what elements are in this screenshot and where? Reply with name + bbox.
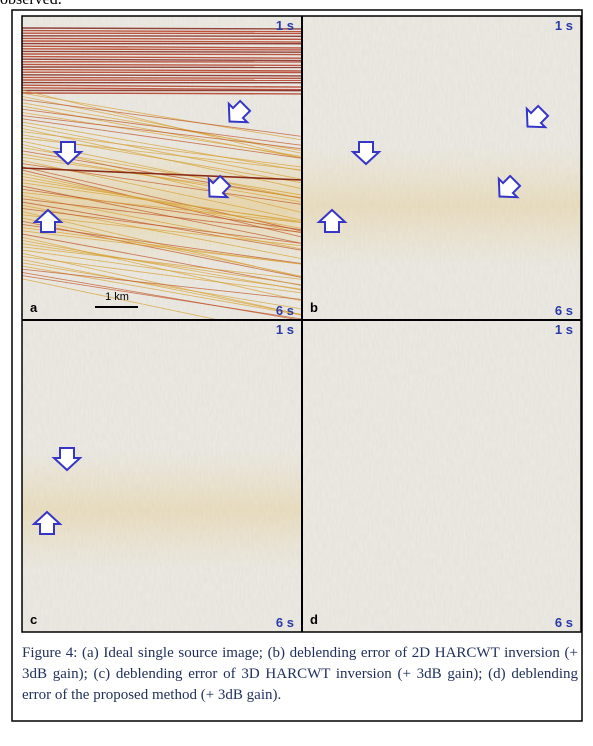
reflector <box>22 93 302 94</box>
panel-label: a <box>30 300 38 315</box>
panel-label: d <box>310 612 318 627</box>
seismic-noise <box>302 320 581 632</box>
bottom-time: 6 s <box>555 303 573 318</box>
top-time: 1 s <box>276 322 294 337</box>
caption: Figure 4: (a) Ideal single source image;… <box>22 643 578 706</box>
reflector <box>22 64 302 65</box>
residual-band <box>302 146 581 266</box>
top-time: 1 s <box>276 18 294 33</box>
page: observed. 1 s6 sa1 km1 s6 sb1 s6 sc1 s6 … <box>0 0 593 746</box>
scale-label: 1 km <box>105 291 129 303</box>
bottom-time: 6 s <box>276 303 294 318</box>
reflector <box>22 51 302 52</box>
figure: 1 s 6 s a 1 km 1 s 6 s b 1 s 6 s c 1 s 6 s d <box>0 0 593 746</box>
top-time: 1 s <box>555 18 573 33</box>
reflector <box>22 77 302 78</box>
reflector <box>22 38 302 39</box>
panel-label: b <box>310 300 318 315</box>
top-time: 1 s <box>555 322 573 337</box>
panel-label: c <box>30 612 37 627</box>
reflector <box>22 54 302 55</box>
reflector <box>22 28 302 29</box>
bottom-time: 6 s <box>555 615 573 630</box>
bottom-time: 6 s <box>276 615 294 630</box>
